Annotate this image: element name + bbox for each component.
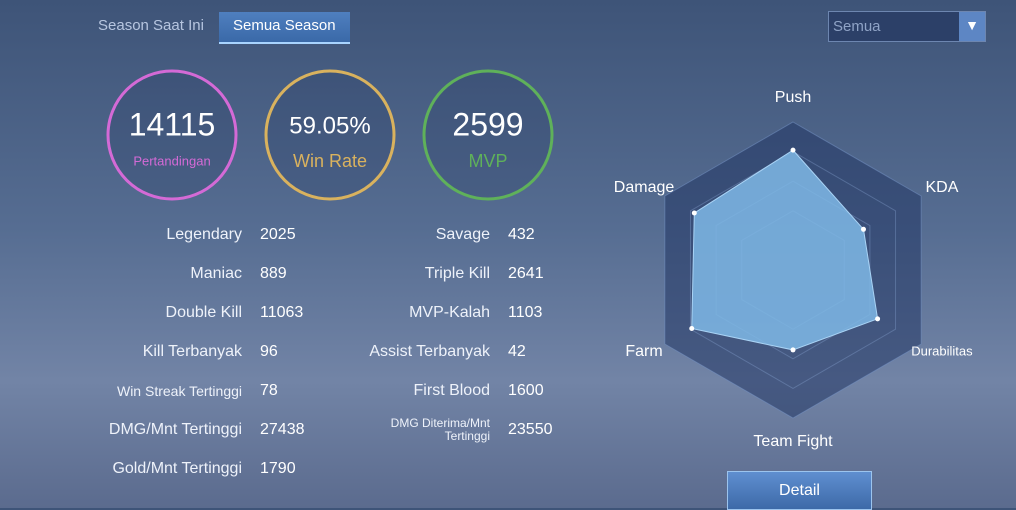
radar-axis-label: KDA bbox=[926, 179, 959, 196]
stat-label: Legendary bbox=[166, 226, 242, 243]
stat-label: DMG Diterima/Mnt Tertinggi bbox=[390, 416, 490, 443]
summary-value: 59.05% bbox=[289, 112, 370, 139]
stat-label: Gold/Mnt Tertinggi bbox=[112, 460, 242, 477]
stat-value: 27438 bbox=[260, 421, 305, 438]
stat-value: 2641 bbox=[508, 265, 544, 282]
stat-value: 2025 bbox=[260, 226, 296, 243]
radar-axis-label: Durabilitas bbox=[911, 343, 973, 358]
stat-label: Maniac bbox=[190, 265, 242, 282]
detail-button[interactable]: Detail bbox=[727, 471, 872, 510]
radar-axis-label: Team Fight bbox=[753, 433, 833, 450]
radar-axis-label: Farm bbox=[625, 343, 662, 360]
stat-label: Double Kill bbox=[165, 304, 242, 321]
summary-value: 14115 bbox=[129, 106, 216, 142]
radar-axis-label: Damage bbox=[614, 179, 675, 196]
stat-label: Triple Kill bbox=[424, 265, 490, 282]
stat-value: 78 bbox=[260, 382, 278, 399]
stat-value: 889 bbox=[260, 265, 287, 282]
stat-value: 1103 bbox=[508, 304, 543, 321]
tab-active[interactable]: Semua Season bbox=[219, 12, 350, 44]
filter-text: Semua bbox=[833, 18, 881, 35]
stat-label: Assist Terbanyak bbox=[369, 343, 490, 360]
stat-value: 11063 bbox=[260, 304, 304, 321]
stat-value: 1600 bbox=[508, 382, 544, 399]
radar-point bbox=[790, 147, 796, 153]
stat-value: 1790 bbox=[260, 460, 296, 477]
stat-value: 432 bbox=[508, 226, 535, 243]
stat-value: 23550 bbox=[508, 421, 553, 438]
summary-ring bbox=[422, 69, 554, 201]
stat-value: 42 bbox=[508, 343, 526, 360]
stat-label: Savage bbox=[435, 226, 490, 243]
summary-label: MVP bbox=[468, 151, 507, 171]
summary-value: 2599 bbox=[452, 106, 523, 142]
summary-label: Win Rate bbox=[293, 151, 367, 171]
radar-ring bbox=[689, 151, 897, 389]
radar-point bbox=[689, 325, 695, 331]
filter-dropdown[interactable]: Semua ▼ bbox=[828, 11, 986, 42]
radar-point bbox=[875, 316, 881, 322]
stat-label: MVP-Kalah bbox=[409, 304, 490, 321]
radar-axis-label: Push bbox=[775, 89, 811, 106]
summary-ring bbox=[264, 69, 396, 201]
stat-label: DMG/Mnt Tertinggi bbox=[108, 421, 242, 438]
summary-ring bbox=[106, 69, 238, 201]
stat-label: Win Streak Tertinggi bbox=[116, 383, 242, 399]
radar-point bbox=[860, 226, 866, 232]
dropdown-arrow: ▼ bbox=[959, 12, 985, 41]
stat-label: Kill Terbanyak bbox=[142, 343, 242, 360]
radar-point bbox=[691, 210, 697, 216]
radar-point bbox=[790, 347, 796, 353]
stat-value: 96 bbox=[260, 343, 278, 360]
summary-label: Pertandingan bbox=[133, 153, 210, 168]
tab[interactable]: Season Saat Ini bbox=[98, 17, 204, 34]
stat-label: First Blood bbox=[413, 382, 490, 399]
